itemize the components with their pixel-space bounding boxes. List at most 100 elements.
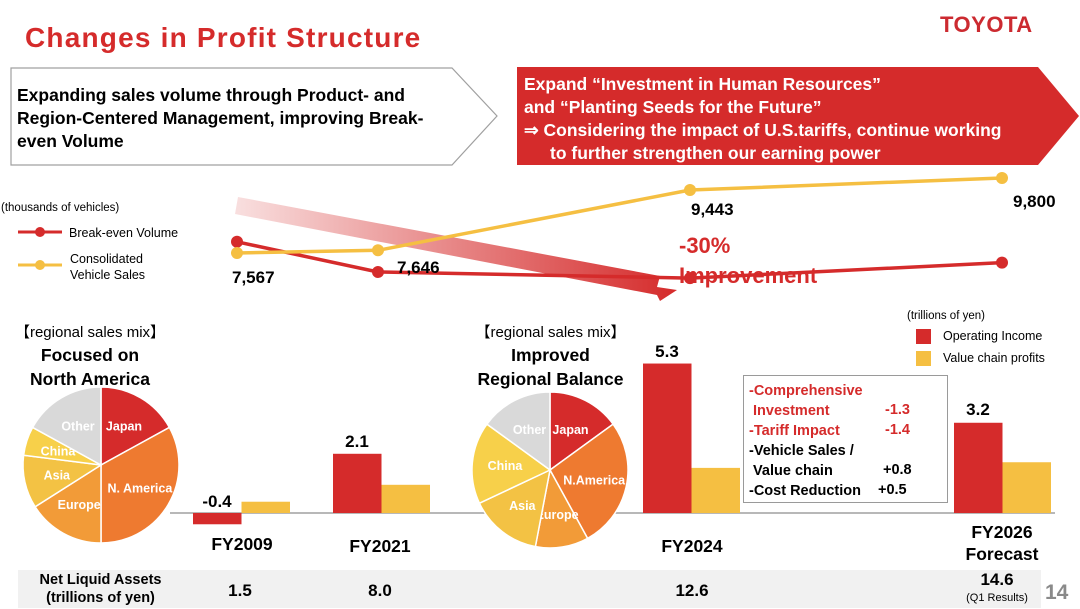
page-title: Changes in Profit Structure [25,22,422,53]
left-chevron-shape [10,67,498,166]
data-point-fy2009 [231,235,243,248]
bar-label-fy2021: 2.1 [345,432,369,451]
line-series-consolidated-vehicle-sales [231,172,1008,259]
series-line [236,240,1003,280]
bar-fy2009 [193,513,242,525]
pie2-caption: 【regional sales mix】 [475,324,626,341]
net-liquid-assets-label: Net Liquid Assets (trillions of yen) [18,571,183,607]
legend-vehicle-sales-line: Consolidated [70,252,143,266]
right-chevron-line: ⇒ Considering the impact of U.S.tariffs,… [524,120,1002,140]
pie-slice-n-america: N.America [549,423,629,540]
right-chevron-shape [517,67,1079,165]
pie-chart-fy2009: Japan N. America Europe Asia China Other [22,386,180,544]
pie-slice-label: China [41,445,77,459]
pie-slice-shape [34,463,102,544]
fy-label-2026-line: FY2026 [971,522,1033,542]
pie2-headline: Regional Balance [477,369,624,389]
bar-fy2026-forecast [954,422,1003,513]
line-series-break-even-volume [231,235,1008,285]
net-liquid-assets-fy2024: 12.6 [675,581,709,600]
pie-slice-label: Europe [536,508,579,522]
legend-value-chain-swatch [916,351,931,366]
pie2-headline: Improved [511,345,590,365]
left-chevron-line: Region-Centered Management, improving Br… [17,108,424,128]
pie-slice-shape [31,386,102,467]
pie-slice-europe: Europe [34,463,102,544]
line-chart-unit: (thousands of vehicles) [1,202,120,214]
right-chevron-line: to further strengthen our earning power [550,143,881,163]
factor-row-value: -1.3 [885,402,910,418]
data-point-fy2026-forecast [996,256,1008,269]
factor-row-label: -Vehicle Sales / [749,443,854,459]
legend-vehicle-sales-line: Vehicle Sales [70,268,146,282]
data-point-fy2021 [372,266,384,278]
data-point-fy2026-forecast [996,172,1008,184]
fy-label-2026: FY2026 Forecast [952,521,1052,565]
factor-row-value: +0.5 [878,482,907,498]
pie-slice-label: Asia [509,499,536,513]
bar-fy2026-forecast [1002,462,1051,513]
sales-label-fy2009: 7,567 [232,268,275,287]
bar-label-fy2024: 5.3 [655,342,679,361]
pie1-headline: North America [30,369,150,389]
legend-operating-income-swatch [916,329,931,344]
bar-fy2021 [381,484,430,513]
data-point-fy2024 [684,272,696,285]
bar-chart-unit: (trillions of yen) [907,310,985,322]
fy-label-2024: FY2024 [661,536,723,556]
factor-row-label: Value chain [749,463,833,479]
bar-label-fy2026: 3.2 [966,400,990,419]
legend-operating-income-label: Operating Income [943,329,1043,343]
pie-slice-label: China [488,459,524,473]
factor-row-value: -1.4 [885,422,910,438]
pie-slice-shape [485,391,551,472]
right-chevron-line: Expand “Investment in Human Resources” [524,74,881,94]
left-chevron-text: Expanding sales volume through Product- … [17,84,477,153]
sales-label-fy2026: 9,800 [1013,192,1056,211]
pie-slice-other: Other [485,391,551,472]
page-number: 14 [1045,581,1069,604]
factor-row-label: Investment [749,403,830,419]
pie-slice-label: Asia [44,468,71,482]
pie-slice-label: Other [513,423,546,437]
toyota-logo: TOYOTA [940,12,1033,37]
legend-vehicle-sales-symbol [18,260,62,270]
line-legend-symbols [18,227,62,270]
pie-slice-shape [100,386,171,467]
legend-break-even-symbol [18,227,62,237]
pie1-caption: 【regional sales mix】 [14,324,166,341]
legend-value-chain-label: Value chain profits [943,351,1045,365]
improvement-callout: -30% Improvement [679,231,817,291]
pie-slice-shape [100,426,180,544]
sales-label-fy2021: 7,646 [397,258,440,277]
pie-slice-other: Other [31,386,102,467]
pie-slice-label: Europe [58,498,101,512]
pie-slice-shape [478,468,552,548]
bar-series-value-chain-profits [241,462,1051,513]
fy-label-2009: FY2009 [211,534,273,554]
pie-slice-label: N. America [107,482,173,496]
pie-slice-label: N.America [563,473,626,487]
pie-slice-label: Japan [552,423,588,437]
pie1-headline: Focused on [40,345,140,365]
data-point-fy2009 [231,247,243,259]
pie-slice-n-america: N. America [100,426,180,544]
pie-slice-label: Other [61,420,94,434]
pie-slice-japan: Japan [100,386,171,467]
series-line [236,176,1003,255]
data-point-fy2021 [372,244,384,257]
fy-label-2021: FY2021 [349,536,411,556]
net-liquid-assets-fy2009: 1.5 [228,581,252,600]
net-liquid-assets-fy2026: 14.6 [980,570,1014,589]
pie-slice-shape [471,423,552,505]
right-chevron-text: Expand “Investment in Human Resources” a… [524,73,1069,165]
bar-label-fy2009: -0.4 [202,492,232,511]
bar-fy2024 [643,363,692,513]
data-point-fy2024 [684,184,696,196]
pie-slice-japan: Japan [549,391,615,472]
factor-row-label: -Comprehensive [749,383,863,399]
pie1-heading: 【regional sales mix】 Focused on North Am… [0,323,180,391]
